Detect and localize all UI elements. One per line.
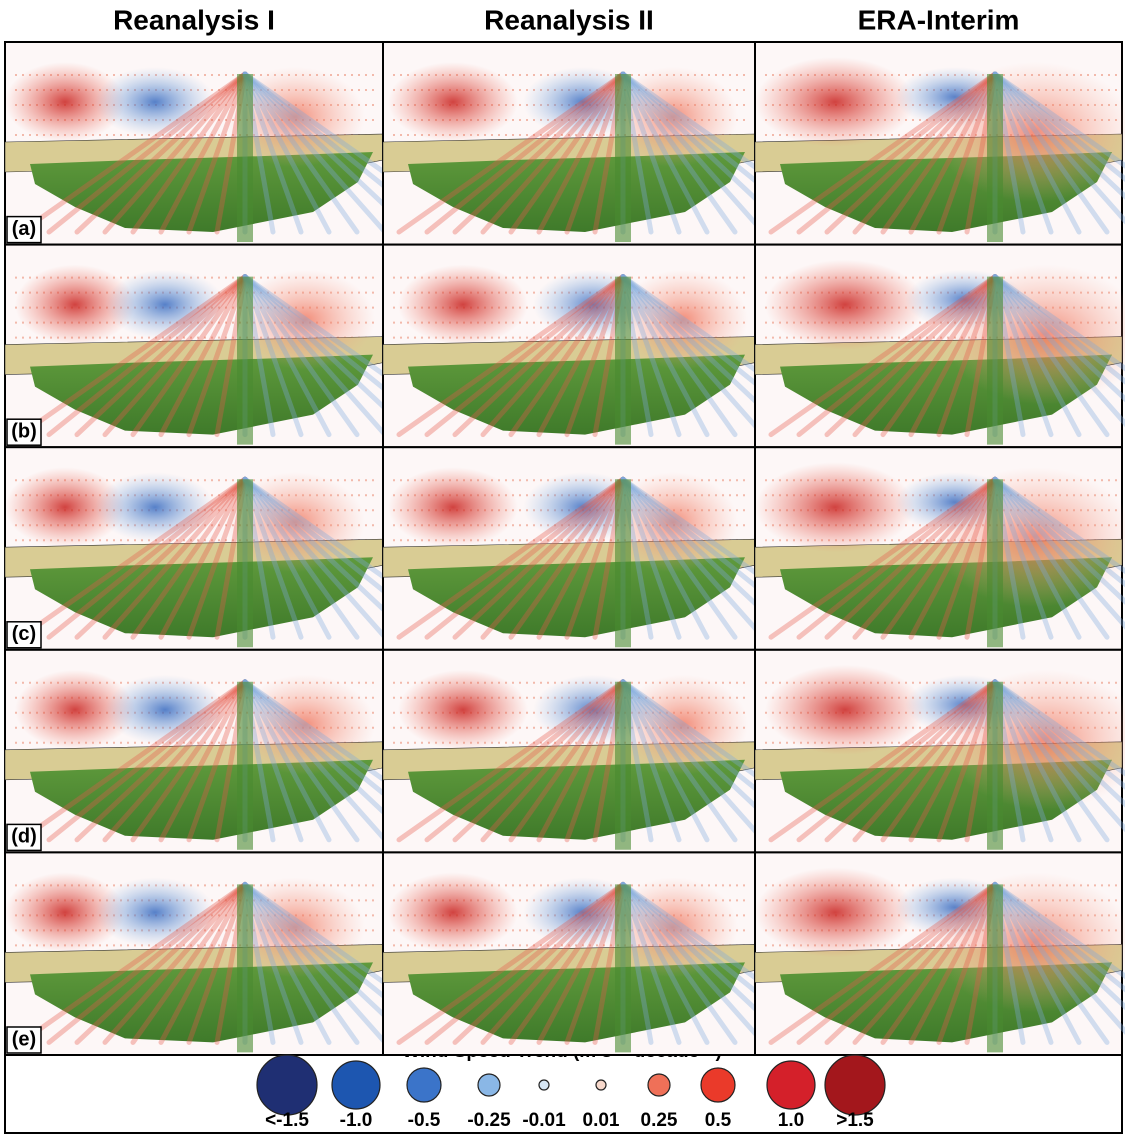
legend-label: -0.01: [522, 1110, 566, 1131]
trend-wash: [755, 57, 915, 147]
map-panel: [755, 852, 1125, 1055]
trend-wash: [398, 265, 528, 345]
trend-wash: [755, 462, 915, 552]
figure: Wind Speed Trend (m s⁻¹ decade⁻¹) Reanal…: [0, 0, 1125, 1135]
legend-label: -0.5: [408, 1110, 441, 1131]
legend-label: 0.25: [641, 1110, 678, 1131]
trend-wash: [388, 62, 518, 142]
legend-swatch: [407, 1068, 441, 1102]
legend-label: 0.5: [705, 1110, 732, 1131]
legend-swatch: [539, 1080, 549, 1090]
legend-label: <-1.5: [265, 1110, 309, 1131]
row-label: (b): [11, 420, 37, 442]
legend-swatch: [478, 1074, 500, 1096]
map-panel: [755, 42, 1125, 245]
legend-label: >1.5: [836, 1110, 874, 1131]
legend-swatch: [648, 1074, 670, 1096]
column-title: Reanalysis I: [113, 4, 275, 35]
map-panel: [755, 447, 1125, 650]
trend-wash: [388, 467, 518, 547]
row-label: (c): [12, 623, 36, 645]
map-panel: [755, 650, 1125, 853]
legend-swatch: [596, 1080, 606, 1090]
legend-label: 0.01: [583, 1110, 620, 1131]
legend-swatch: [767, 1061, 815, 1109]
trend-wash: [388, 872, 518, 952]
map-panel: [755, 245, 1125, 448]
row-label: (e): [12, 1028, 36, 1050]
legend-swatch: [825, 1055, 885, 1115]
legend-label: -1.0: [340, 1110, 373, 1131]
column-title: ERA-Interim: [858, 4, 1020, 35]
row-label: (a): [12, 218, 36, 240]
legend-swatch: [257, 1055, 317, 1115]
trend-wash: [765, 260, 925, 350]
legend-swatch: [701, 1068, 735, 1102]
row-label: (d): [11, 826, 37, 848]
legend-label: -0.25: [467, 1110, 511, 1131]
trend-wash: [398, 670, 528, 750]
column-title: Reanalysis II: [484, 4, 654, 35]
legend-label: 1.0: [778, 1110, 804, 1131]
legend-swatch: [332, 1061, 380, 1109]
trend-wash: [765, 665, 925, 755]
trend-wash: [755, 867, 915, 957]
